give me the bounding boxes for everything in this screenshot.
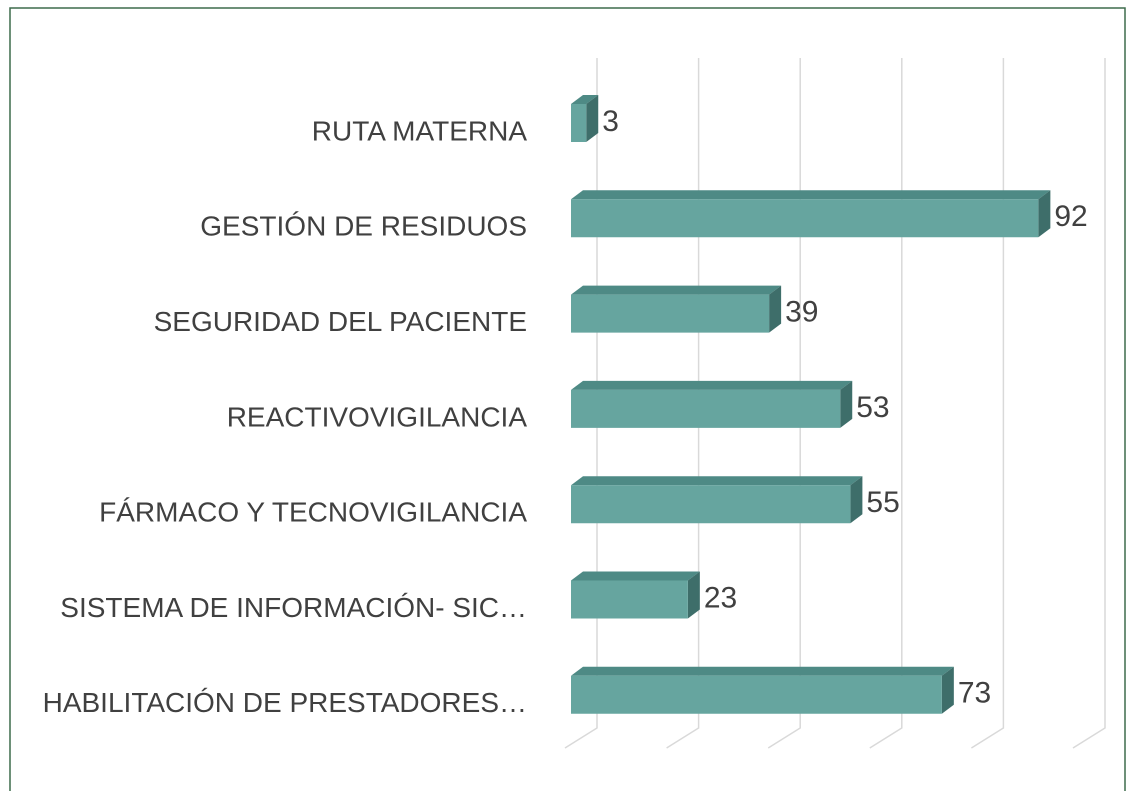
- value-label: 73: [958, 677, 991, 710]
- grid-line: [564, 58, 598, 749]
- value-label: 53: [856, 391, 889, 424]
- bar: [571, 190, 1051, 238]
- y-tick-label: SEGURIDAD DEL PACIENTE: [154, 306, 527, 337]
- y-tick-label: RUTA MATERNA: [312, 115, 528, 146]
- value-label: 3: [602, 105, 619, 138]
- bar: [571, 476, 863, 524]
- bar: [571, 380, 853, 428]
- grid-line: [1072, 58, 1106, 749]
- y-tick-label: GESTIÓN DE RESIDUOS: [200, 211, 527, 242]
- y-tick-label: HABILITACIÓN DE PRESTADORES…: [43, 687, 527, 718]
- y-tick-label: REACTIVOVIGILANCIA: [227, 401, 528, 432]
- value-label: 55: [866, 486, 899, 519]
- bar: [571, 285, 782, 333]
- chart-frame: [9, 7, 1126, 791]
- value-label: 23: [704, 581, 737, 614]
- grid-line: [971, 58, 1005, 749]
- y-tick-label: SISTEMA DE INFORMACIÓN- SIC…: [60, 592, 527, 623]
- bar: [571, 666, 954, 714]
- bar: [571, 95, 599, 142]
- value-label: 92: [1054, 200, 1087, 233]
- y-tick-label: FÁRMACO Y TECNOVIGILANCIA: [99, 497, 527, 528]
- grid-line: [869, 58, 903, 749]
- grid-line: [767, 58, 801, 749]
- value-label: 39: [785, 296, 818, 329]
- bar: [571, 571, 700, 619]
- grid-line: [666, 58, 700, 749]
